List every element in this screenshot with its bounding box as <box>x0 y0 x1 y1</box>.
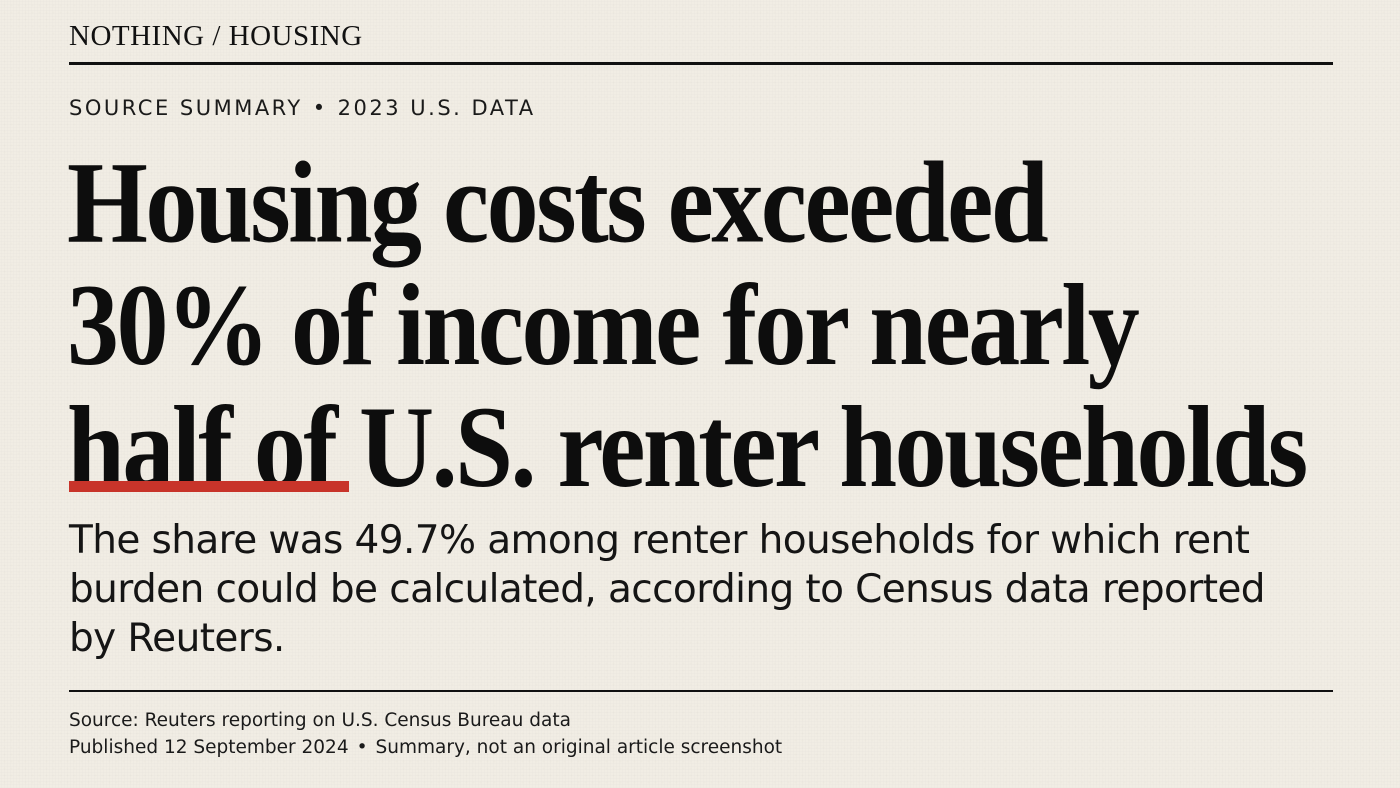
source-credit: Source: Reuters reporting on U.S. Census… <box>69 710 571 731</box>
dek-line: burden could be calculated, according to… <box>69 567 1266 612</box>
top-divider <box>69 62 1333 65</box>
section-breadcrumb[interactable]: NOTHING / HOUSING <box>69 20 363 52</box>
bottom-divider <box>69 690 1333 692</box>
published-date: Published 12 September 2024 <box>69 737 349 758</box>
dek-line: The share was 49.7% among renter househo… <box>69 518 1250 563</box>
kicker-separator: • <box>312 96 328 120</box>
headline: Housing costs exceeded 30% of income for… <box>67 142 1357 508</box>
footer-separator: • <box>356 737 368 758</box>
kicker-data-label: 2023 U.S. DATA <box>337 96 536 120</box>
kicker: SOURCE SUMMARY • 2023 U.S. DATA <box>69 96 536 120</box>
article-summary-card: NOTHING / HOUSING SOURCE SUMMARY • 2023 U.… <box>67 0 1333 788</box>
footer: Source: Reuters reporting on U.S. Census… <box>69 707 782 761</box>
dek-summary: The share was 49.7% among renter househo… <box>69 516 1333 663</box>
dek-line: by Reuters. <box>69 616 285 661</box>
publication-info: Published 12 September 2024 • Summary, not… <box>69 734 782 761</box>
headline-line: Housing costs exceeded <box>67 138 1049 268</box>
kicker-label: SOURCE SUMMARY <box>69 96 303 120</box>
summary-disclaimer: Summary, not an original article screens… <box>375 737 783 758</box>
accent-underline <box>69 481 349 492</box>
headline-line: 30% of income for nearly <box>67 260 1140 390</box>
